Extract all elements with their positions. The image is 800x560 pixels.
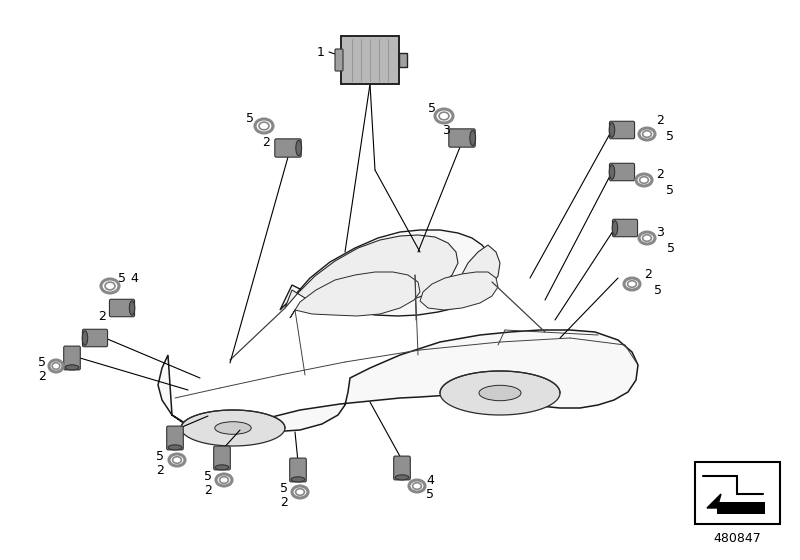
Ellipse shape [215,465,229,470]
FancyBboxPatch shape [110,299,134,317]
FancyBboxPatch shape [449,129,475,147]
Ellipse shape [215,422,251,435]
Text: 5: 5 [246,111,254,124]
FancyBboxPatch shape [64,346,80,370]
Text: 5: 5 [118,272,126,284]
Ellipse shape [479,385,521,401]
Text: 3: 3 [656,226,664,239]
Polygon shape [158,330,638,432]
FancyBboxPatch shape [82,329,107,347]
Text: 2: 2 [262,136,270,148]
FancyBboxPatch shape [214,446,230,470]
Ellipse shape [66,365,79,370]
Polygon shape [290,272,420,318]
Text: 4: 4 [130,272,138,284]
Text: 5: 5 [666,184,674,197]
Polygon shape [280,230,495,316]
Ellipse shape [612,221,618,235]
Text: 5: 5 [280,482,288,494]
Polygon shape [285,235,458,308]
Polygon shape [460,245,500,298]
Polygon shape [707,494,721,508]
Text: 2: 2 [656,167,664,180]
Text: 5: 5 [654,283,662,296]
FancyBboxPatch shape [399,53,407,67]
FancyBboxPatch shape [275,139,302,157]
Bar [695,462,780,524]
Text: 5: 5 [666,129,674,142]
Text: 2: 2 [656,114,664,127]
Text: 1: 1 [317,45,325,58]
FancyBboxPatch shape [613,220,638,237]
FancyBboxPatch shape [166,426,183,450]
Ellipse shape [470,130,475,146]
Text: 2: 2 [38,370,46,382]
Ellipse shape [610,123,614,137]
Text: 5: 5 [667,241,675,254]
FancyBboxPatch shape [335,49,343,71]
Text: 5: 5 [426,488,434,501]
Text: 5: 5 [204,469,212,483]
Text: 5: 5 [38,356,46,368]
Ellipse shape [168,445,182,450]
Polygon shape [440,371,560,415]
Polygon shape [420,272,498,310]
FancyBboxPatch shape [610,164,634,181]
Ellipse shape [395,475,409,480]
Text: 2: 2 [280,496,288,508]
FancyBboxPatch shape [610,122,634,139]
Ellipse shape [610,165,614,179]
FancyBboxPatch shape [394,456,410,480]
Text: 2: 2 [204,483,212,497]
Text: 3: 3 [442,124,450,137]
Text: 5: 5 [428,101,436,114]
Text: 480847: 480847 [714,533,762,545]
Text: 2: 2 [156,464,164,477]
Polygon shape [181,410,285,446]
Ellipse shape [82,331,88,345]
Ellipse shape [130,301,134,315]
Text: 2: 2 [98,310,106,323]
FancyBboxPatch shape [341,36,399,84]
Text: 5: 5 [156,450,164,463]
Text: 2: 2 [644,268,652,281]
Text: 4: 4 [426,474,434,487]
Ellipse shape [296,141,302,156]
Bar [717,502,765,514]
FancyBboxPatch shape [290,458,306,482]
Ellipse shape [291,477,305,482]
